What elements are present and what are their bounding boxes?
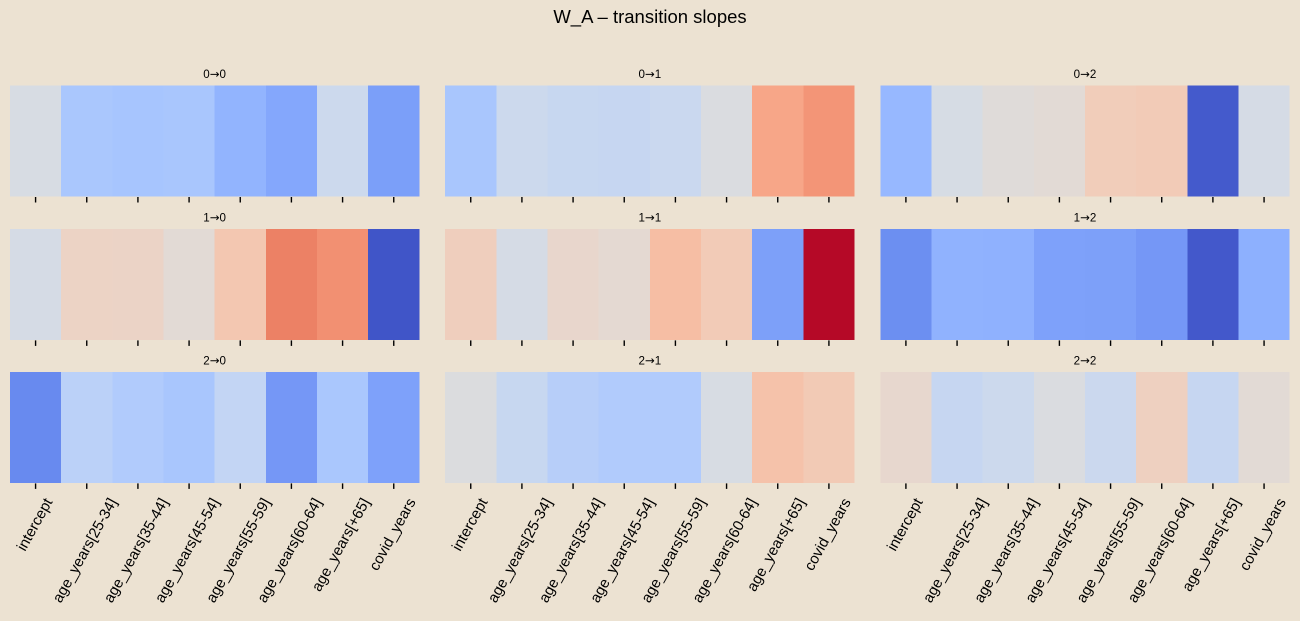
svg-text:1: 1: [1074, 211, 1080, 224]
svg-text:1: 1: [655, 211, 661, 224]
svg-text:2: 2: [638, 354, 644, 367]
svg-text:2: 2: [203, 354, 209, 367]
svg-text:2: 2: [1074, 354, 1080, 367]
svg-text:1: 1: [638, 211, 644, 224]
svg-text:2: 2: [1090, 211, 1096, 224]
svg-text:0: 0: [1074, 68, 1080, 81]
svg-text:1: 1: [203, 211, 209, 224]
svg-text:1: 1: [655, 354, 661, 367]
svg-text:W_A – transition slopes: W_A – transition slopes: [553, 6, 746, 28]
svg-text:2: 2: [1090, 68, 1096, 81]
svg-text:0: 0: [220, 354, 226, 367]
svg-text:0: 0: [203, 68, 209, 81]
svg-text:0: 0: [220, 68, 226, 81]
svg-text:2: 2: [1090, 354, 1096, 367]
svg-text:0: 0: [220, 211, 226, 224]
svg-text:1: 1: [655, 68, 661, 81]
svg-text:0: 0: [638, 68, 644, 81]
